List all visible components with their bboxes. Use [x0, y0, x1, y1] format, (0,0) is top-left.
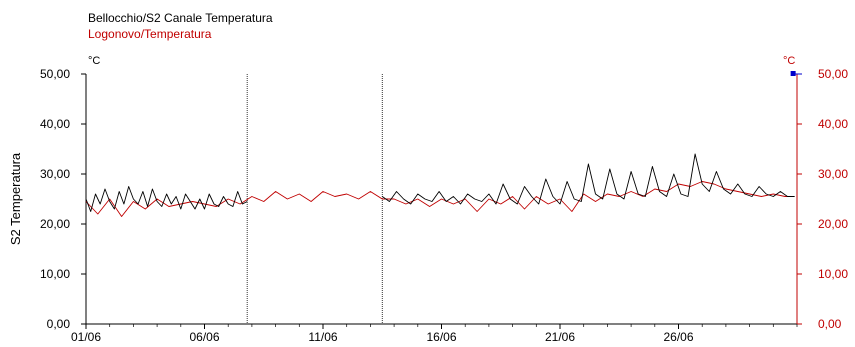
- top-marker: [790, 71, 796, 76]
- y-tick-label-right: 40,00: [818, 117, 848, 131]
- unit-right: °C: [783, 55, 795, 67]
- y-tick-label-left: 30,00: [40, 167, 70, 181]
- y-tick-label-right: 10,00: [818, 267, 848, 281]
- unit-left: °C: [88, 55, 100, 67]
- legend-series2-label: Logonovo/Temperatura: [88, 27, 212, 41]
- y-tick-label-right: 30,00: [818, 167, 848, 181]
- y-tick-label-right: 50,00: [818, 67, 848, 81]
- x-tick-label: 06/06: [189, 330, 219, 344]
- x-tick-label: 26/06: [663, 330, 693, 344]
- y-tick-label-right: 20,00: [818, 217, 848, 231]
- y-tick-label-right: 0,00: [818, 317, 842, 331]
- series-line-bellocchio: [382, 153, 795, 205]
- y-tick-label-left: 0,00: [47, 317, 71, 331]
- y-tick-label-left: 20,00: [40, 217, 70, 231]
- x-tick-label: 11/06: [308, 330, 337, 344]
- series-line-bellocchio: [85, 186, 248, 212]
- y-axis-label: S2 Temperatura: [8, 152, 23, 245]
- y-tick-label-left: 50,00: [40, 67, 70, 81]
- x-tick-label: 21/06: [545, 330, 575, 344]
- x-tick-label: 01/06: [71, 330, 101, 344]
- series-line-logonovo: [85, 181, 795, 217]
- legend-series1-label: Bellocchio/S2 Canale Temperatura: [88, 11, 273, 25]
- y-tick-label-left: 40,00: [40, 117, 70, 131]
- legend: Bellocchio/S2 Canale Temperatura Logonov…: [88, 10, 273, 42]
- x-tick-label: 16/06: [426, 330, 456, 344]
- y-tick-label-left: 10,00: [40, 267, 70, 281]
